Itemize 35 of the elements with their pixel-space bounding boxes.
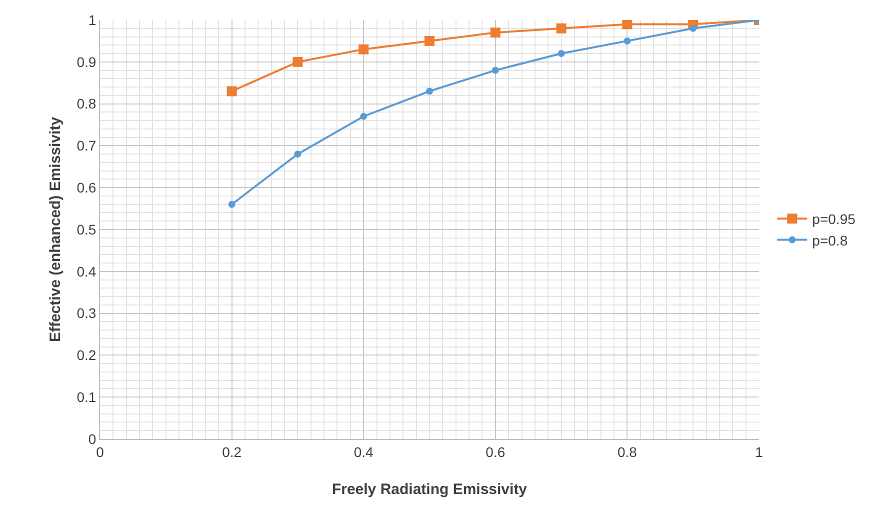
point bbox=[294, 150, 302, 158]
y-tick-label: 0.4 bbox=[76, 263, 96, 280]
point bbox=[426, 88, 433, 95]
y-tick-label: 0.7 bbox=[76, 138, 96, 154]
point bbox=[226, 86, 237, 96]
y-tick-label: 1 bbox=[88, 12, 96, 28]
y-axis-title: Effective (enhanced) Emissivity bbox=[47, 116, 64, 342]
y-tick-label: 0.3 bbox=[76, 305, 96, 322]
point bbox=[358, 44, 369, 54]
point bbox=[292, 56, 303, 67]
y-tick-label: 0 bbox=[88, 430, 96, 447]
point bbox=[690, 24, 697, 32]
point bbox=[360, 112, 368, 120]
x-axis-title: Freely Radiating Emissivity bbox=[332, 481, 528, 498]
x-tick-label: 1 bbox=[755, 444, 764, 460]
point bbox=[558, 50, 565, 58]
point bbox=[424, 36, 434, 46]
point bbox=[492, 66, 499, 74]
legend-label: p=0.95 bbox=[812, 211, 856, 228]
point bbox=[228, 200, 236, 208]
y-tick-label: 0.6 bbox=[76, 180, 96, 196]
point bbox=[622, 20, 632, 30]
y-tick-label: 0.8 bbox=[76, 96, 96, 112]
x-tick-label: 0.4 bbox=[354, 444, 374, 460]
x-tick-label: 0.6 bbox=[486, 444, 506, 460]
y-tick-label: 0.5 bbox=[76, 221, 96, 238]
y-tick-label: 0.9 bbox=[76, 54, 96, 70]
point bbox=[490, 28, 500, 38]
y-tick-label: 0.1 bbox=[76, 389, 96, 405]
x-tick-label: 0.2 bbox=[222, 444, 242, 460]
legend-label: p=0.8 bbox=[812, 232, 848, 248]
point bbox=[556, 23, 566, 34]
point bbox=[624, 37, 631, 44]
x-tick-label: 0.8 bbox=[617, 444, 638, 460]
y-tick-label: 0.2 bbox=[76, 347, 96, 364]
